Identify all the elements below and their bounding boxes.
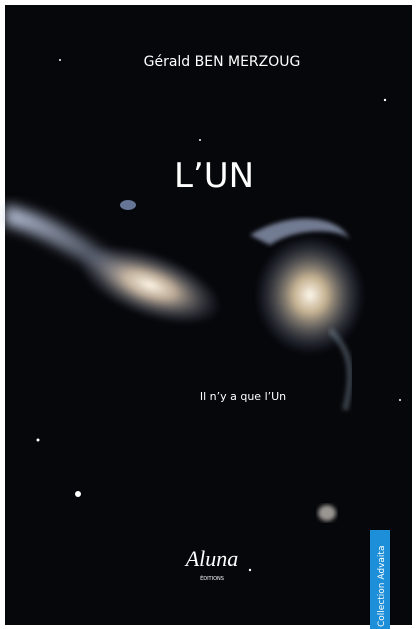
author: Gérald BEN MERZOUG [144, 54, 301, 70]
book-cover: Gérald BEN MERZOUG L’UN Il n’y a que l’U… [0, 0, 417, 629]
title: L’UN [174, 156, 254, 196]
publisher-logo: Aluna [184, 546, 239, 571]
page: {"cover": {"author": "Gérald BEN MERZOUG… [0, 0, 417, 629]
collection: Collection Advaita [377, 546, 387, 627]
publisher-sub: ÉDITIONS [200, 574, 224, 582]
subtitle: Il n’y a que l’Un [200, 390, 286, 403]
